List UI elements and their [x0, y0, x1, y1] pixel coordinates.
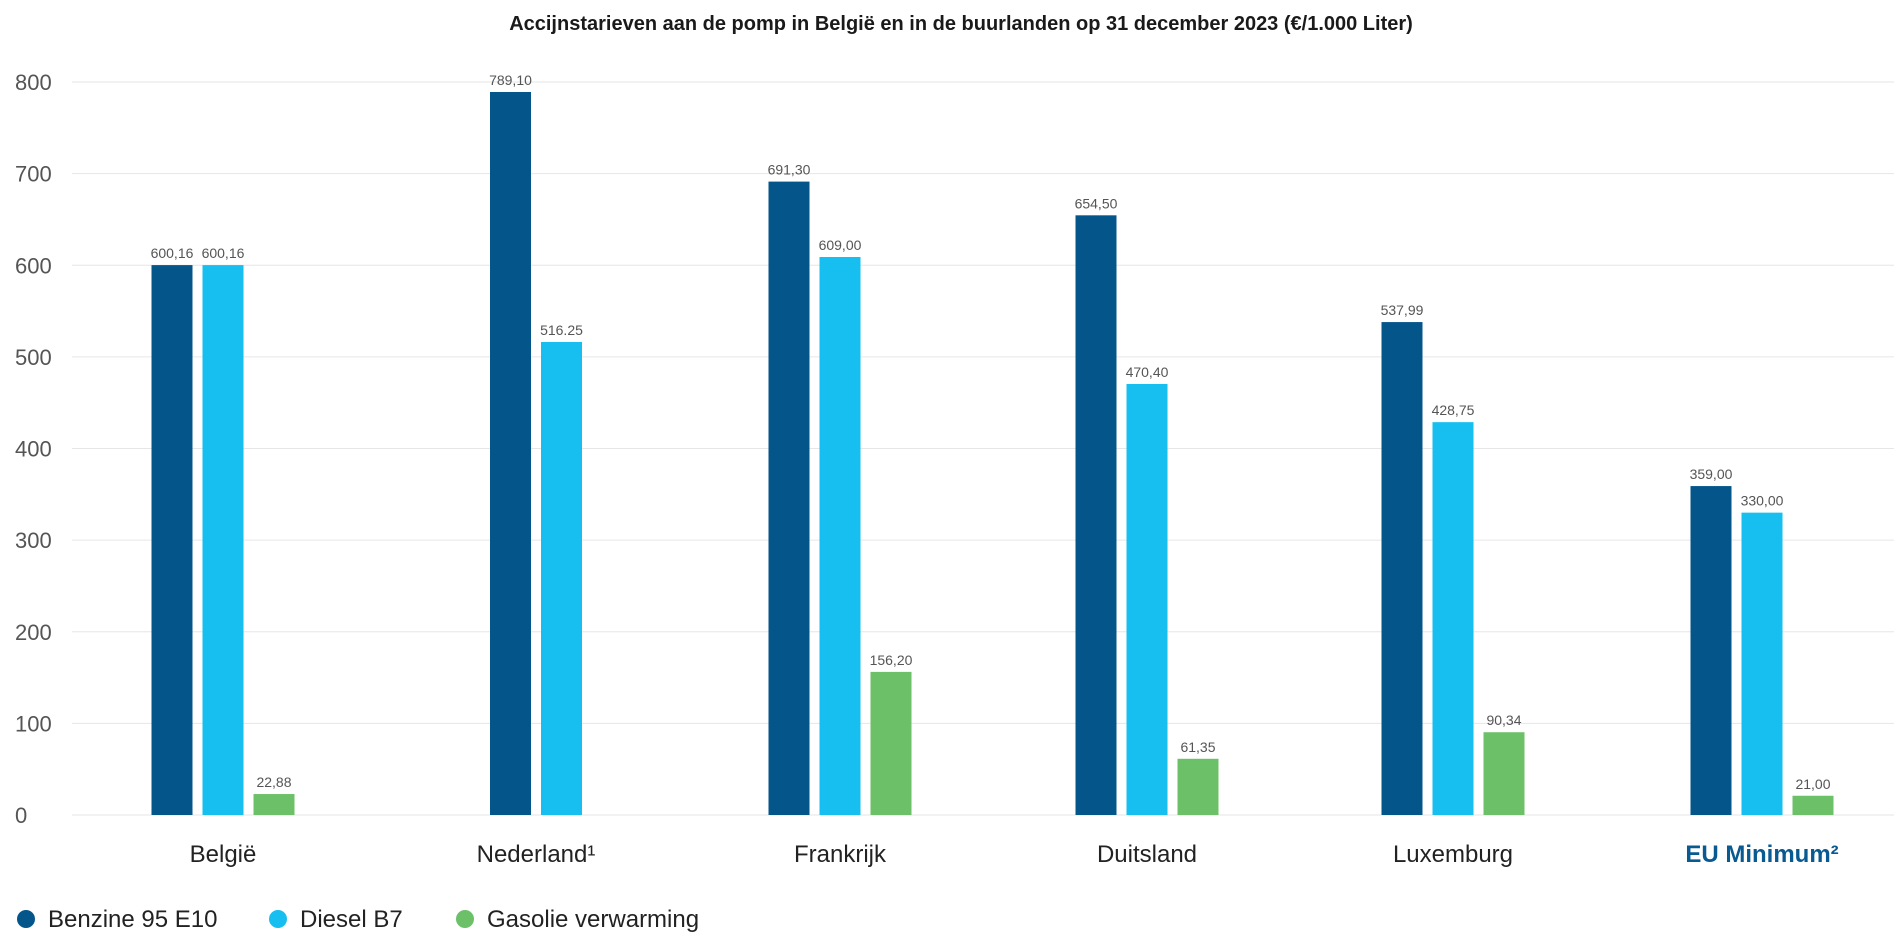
- x-axis-categories: België Nederland¹ Frankrijk Duitsland Luxemb…: [190, 841, 1839, 868]
- y-tick-label: 500: [15, 345, 52, 370]
- legend-swatch: [456, 910, 474, 928]
- y-tick-label: 800: [15, 70, 52, 95]
- y-axis-ticks: 0 100 200 300 400 500 600 700 800: [15, 70, 52, 828]
- category-label: EU Minimum²: [1685, 841, 1838, 868]
- data-label: 90,34: [1486, 712, 1521, 728]
- bar-1-0: [202, 265, 244, 815]
- y-tick-label: 100: [15, 711, 52, 736]
- data-label: 470,40: [1126, 364, 1169, 380]
- y-tick-label: 0: [15, 803, 27, 828]
- bars: [151, 91, 1834, 815]
- bar-0-4: [1381, 322, 1423, 815]
- y-tick-label: 200: [15, 620, 52, 645]
- bar-1-1: [541, 341, 582, 815]
- data-label: 330,00: [1741, 493, 1784, 509]
- y-tick-label: 700: [15, 162, 52, 187]
- legend-swatch: [269, 910, 287, 928]
- category-label: Frankrijk: [794, 841, 887, 868]
- data-label: 22,88: [256, 774, 291, 790]
- data-labels: 600,16 600,16 22,88 789,10 516.25 691,30 609,0…: [151, 72, 1831, 792]
- data-label: 428,75: [1432, 402, 1475, 418]
- y-tick-label: 400: [15, 437, 52, 462]
- bar-0-2: [768, 181, 810, 815]
- bar-2-5: [1792, 795, 1834, 815]
- y-tick-label: 600: [15, 253, 52, 278]
- bar-1-4: [1432, 422, 1474, 815]
- bar-0-1: [490, 91, 531, 815]
- data-label: 61,35: [1180, 739, 1215, 755]
- legend-label: Gasolie verwarming: [487, 906, 699, 933]
- data-label: 359,00: [1690, 466, 1733, 482]
- data-label: 600,16: [202, 245, 245, 261]
- bar-2-0: [253, 794, 295, 815]
- bar-0-0: [151, 265, 193, 815]
- category-label: België: [190, 841, 257, 868]
- bar-1-5: [1741, 512, 1783, 815]
- bar-0-3: [1075, 215, 1117, 815]
- category-label: Nederland¹: [477, 841, 596, 868]
- bar-2-3: [1177, 758, 1219, 815]
- bar-0-5: [1690, 486, 1732, 815]
- data-label: 156,20: [870, 652, 913, 668]
- legend-label: Diesel B7: [300, 906, 403, 933]
- gridlines: [72, 81, 1894, 816]
- data-label: 609,00: [819, 237, 862, 253]
- data-label: 691,30: [768, 162, 811, 178]
- y-tick-label: 300: [15, 528, 52, 553]
- legend-swatch: [17, 910, 35, 928]
- legend: Benzine 95 E10 Diesel B7 Gasolie verwarmin…: [17, 906, 699, 933]
- bar-1-2: [819, 257, 861, 815]
- data-label: 516.25: [540, 322, 583, 338]
- category-label: Duitsland: [1097, 841, 1197, 868]
- category-label: Luxemburg: [1393, 841, 1513, 868]
- data-label: 789,10: [489, 72, 532, 88]
- bar-2-2: [870, 671, 912, 815]
- data-label: 537,99: [1381, 302, 1424, 318]
- data-label: 600,16: [151, 245, 194, 261]
- bar-2-4: [1483, 732, 1525, 815]
- legend-label: Benzine 95 E10: [48, 906, 217, 933]
- data-label: 654,50: [1075, 195, 1118, 211]
- data-label: 21,00: [1795, 776, 1830, 792]
- bar-1-3: [1126, 383, 1168, 815]
- chart-title: Accijnstarieven aan de pomp in België en…: [509, 13, 1413, 35]
